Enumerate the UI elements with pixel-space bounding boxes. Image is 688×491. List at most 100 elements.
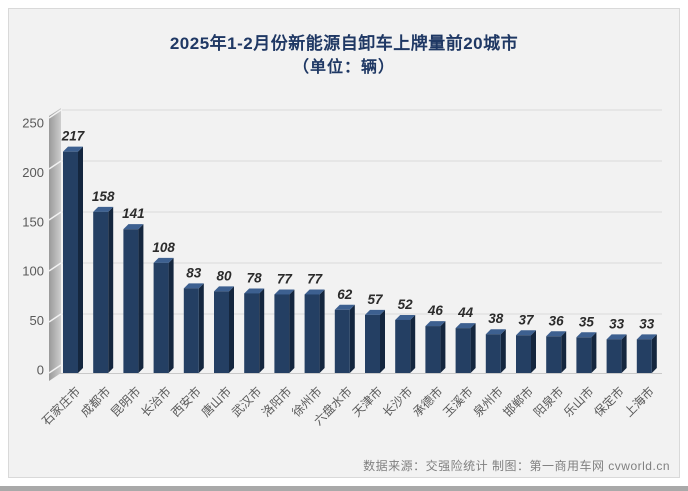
bar-top-face: [334, 304, 355, 310]
bar-side-face: [621, 334, 627, 373]
bar-top-face: [365, 309, 385, 315]
bar-top-face: [274, 289, 295, 295]
bar-side-face: [319, 289, 325, 373]
bar-value-label: 83: [186, 265, 202, 280]
bar-top-face: [123, 224, 144, 230]
bar-top-face: [93, 206, 114, 212]
chart-subtitle: （单位：辆）: [292, 59, 395, 76]
bar-side-face: [591, 332, 597, 373]
category-label: 昆明市: [107, 384, 143, 420]
y-tick-label: 150: [22, 214, 44, 229]
bar-top-face: [516, 330, 536, 336]
bar-front-face: [606, 339, 622, 373]
chart-title: 2025年1-2月份新能源自卸车上牌量前20城市: [169, 34, 519, 53]
wall-tick: [48, 364, 62, 374]
wall-tick: [48, 313, 62, 323]
bar-front-face: [274, 294, 290, 373]
bar-side-face: [138, 224, 144, 373]
bar-value-label: 44: [457, 305, 474, 320]
bar-top-face: [425, 321, 446, 327]
bar-side-face: [108, 206, 114, 373]
bar-value-label: 80: [216, 268, 232, 283]
bar: [576, 332, 597, 373]
bar-front-face: [425, 326, 441, 373]
bar-value-label: 33: [639, 316, 655, 331]
bar-front-face: [636, 339, 652, 373]
bar: [485, 329, 506, 373]
bar: [636, 334, 657, 373]
bar: [274, 289, 295, 373]
bar: [214, 286, 234, 373]
bar-front-face: [395, 319, 411, 373]
bar-top-face: [546, 331, 567, 337]
category-label: 乐山市: [560, 384, 596, 420]
wall-tick: [48, 160, 62, 170]
bar-front-face: [123, 229, 139, 373]
bar-value-label: 78: [247, 270, 263, 285]
y-tick-label: 0: [37, 363, 44, 378]
bar-front-face: [485, 334, 501, 373]
bar-value-label: 52: [398, 297, 414, 312]
category-label: 上海市: [621, 384, 657, 420]
footer-credit: 数据来源：交强险统计 制图：第一商用车网 cvworld.cn: [363, 459, 670, 473]
y-tick-label: 200: [22, 165, 44, 180]
category-label: 武汉市: [228, 384, 264, 420]
bar-value-label: 77: [277, 271, 294, 286]
bar-side-face: [410, 314, 416, 373]
bar: [183, 283, 204, 373]
bar-side-face: [289, 289, 295, 373]
bar-side-face: [380, 309, 385, 373]
bar-value-label: 38: [488, 311, 504, 326]
y-tick-label: 50: [30, 313, 44, 328]
bar-side-face: [229, 286, 234, 373]
bar-front-face: [244, 293, 260, 373]
bar-top-face: [304, 289, 325, 295]
bar-value-label: 217: [61, 129, 86, 144]
bar: [63, 146, 83, 373]
bar-value-label: 46: [427, 303, 444, 318]
bar-top-face: [606, 334, 627, 340]
bar: [123, 224, 144, 373]
bar: [153, 257, 174, 373]
bar-top-face: [214, 286, 234, 292]
bar-top-face: [153, 257, 174, 263]
bar-value-label: 77: [307, 271, 324, 286]
wall-tick: [48, 109, 62, 119]
bar-value-label: 35: [579, 314, 595, 329]
bar-side-face: [198, 283, 204, 373]
bar-front-face: [365, 314, 380, 373]
bar-front-face: [334, 309, 350, 373]
bar: [455, 323, 476, 373]
bar-front-face: [153, 262, 169, 373]
bar-value-label: 57: [367, 292, 384, 307]
bar-side-face: [349, 304, 355, 373]
bar-front-face: [214, 291, 229, 373]
wall-tick: [48, 262, 62, 272]
category-label: 泉州市: [470, 384, 506, 420]
bar: [546, 331, 567, 373]
category-label: 长沙市: [379, 384, 415, 420]
category-label: 成都市: [77, 384, 113, 420]
category-label: 天津市: [349, 384, 385, 420]
category-label: 邯郸市: [500, 384, 536, 420]
bar: [365, 309, 385, 373]
bar: [304, 289, 325, 373]
bar-top-face: [183, 283, 204, 289]
y-tick-label: 100: [22, 264, 44, 279]
bar-front-face: [455, 328, 471, 373]
bar-top-face: [63, 146, 83, 152]
bar-side-face: [651, 334, 657, 373]
bar-front-face: [93, 211, 109, 373]
bar-side-face: [561, 331, 567, 373]
bar-value-label: 108: [152, 240, 175, 255]
bar-top-face: [455, 323, 476, 329]
bar: [516, 330, 536, 373]
bar: [425, 321, 446, 373]
category-label: 承德市: [409, 384, 445, 420]
bar-value-label: 33: [609, 316, 625, 331]
bar-side-face: [168, 257, 174, 373]
bar-top-face: [244, 288, 265, 294]
bar: [244, 288, 265, 373]
bar-side-face: [78, 146, 83, 373]
bar-front-face: [516, 335, 531, 373]
